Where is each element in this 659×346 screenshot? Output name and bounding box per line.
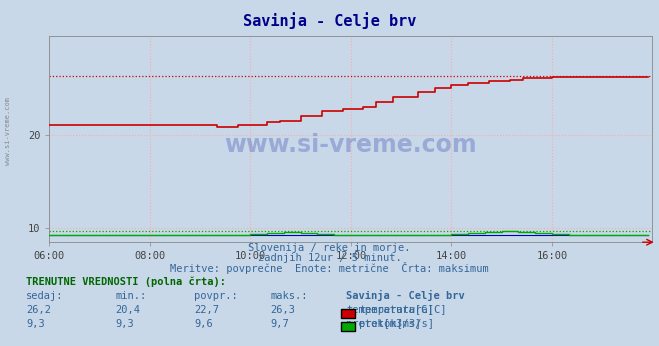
Text: Savinja - Celje brv: Savinja - Celje brv xyxy=(243,12,416,29)
Text: www.si-vreme.com: www.si-vreme.com xyxy=(225,134,477,157)
Text: pretok[m3/s]: pretok[m3/s] xyxy=(359,319,434,329)
Text: 22,7: 22,7 xyxy=(194,305,219,315)
Text: povpr.:: povpr.: xyxy=(194,291,238,301)
Text: 26,3: 26,3 xyxy=(270,305,295,315)
Text: Savinja - Celje brv: Savinja - Celje brv xyxy=(346,290,465,301)
Text: pretok[m3/s]: pretok[m3/s] xyxy=(346,319,421,329)
Text: 9,7: 9,7 xyxy=(270,319,289,329)
Text: TRENUTNE VREDNOSTI (polna črta):: TRENUTNE VREDNOSTI (polna črta): xyxy=(26,277,226,288)
Text: 9,6: 9,6 xyxy=(194,319,213,329)
Text: min.:: min.: xyxy=(115,291,146,301)
Text: temperatura[C]: temperatura[C] xyxy=(359,305,447,315)
Text: 9,3: 9,3 xyxy=(115,319,134,329)
Text: Slovenija / reke in morje.: Slovenija / reke in morje. xyxy=(248,243,411,253)
Text: Meritve: povprečne  Enote: metrične  Črta: maksimum: Meritve: povprečne Enote: metrične Črta:… xyxy=(170,262,489,274)
Text: www.si-vreme.com: www.si-vreme.com xyxy=(5,98,11,165)
Text: zadnjih 12ur / 5 minut.: zadnjih 12ur / 5 minut. xyxy=(258,253,401,263)
Text: 9,3: 9,3 xyxy=(26,319,45,329)
Text: temperatura[C]: temperatura[C] xyxy=(346,305,434,315)
Text: 20,4: 20,4 xyxy=(115,305,140,315)
Text: sedaj:: sedaj: xyxy=(26,291,64,301)
Text: maks.:: maks.: xyxy=(270,291,308,301)
Text: 26,2: 26,2 xyxy=(26,305,51,315)
